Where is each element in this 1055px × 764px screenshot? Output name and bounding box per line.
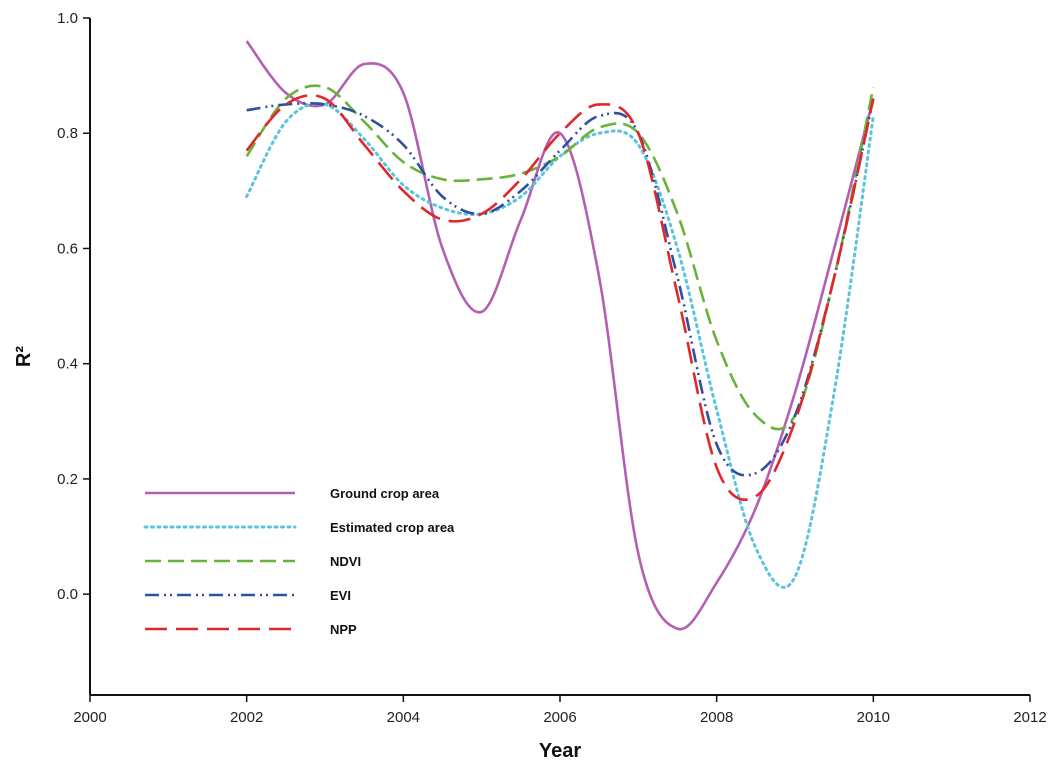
x-tick-label: 2004 bbox=[387, 709, 420, 726]
legend-item: Estimated crop area bbox=[143, 520, 455, 535]
x-axis-title: Year bbox=[539, 740, 581, 762]
legend-item: EVI bbox=[145, 588, 351, 603]
x-tick-label: 2008 bbox=[700, 709, 733, 726]
x-tick-label: 2000 bbox=[73, 709, 106, 726]
legend: Ground crop area Estimated crop area NDVI E… bbox=[143, 486, 455, 637]
series-line-evi bbox=[246, 98, 875, 477]
x-tick-label: 2002 bbox=[230, 709, 263, 726]
x-tick-label: 2006 bbox=[543, 709, 576, 726]
legend-label: Ground crop area bbox=[330, 486, 440, 501]
y-tick-label: 0.4 bbox=[57, 356, 78, 373]
legend-label: NDVI bbox=[330, 554, 361, 569]
y-axis-title: R² bbox=[13, 346, 35, 367]
y-tick-label: 0.8 bbox=[57, 125, 78, 142]
y-ticks: 0.0 0.2 0.4 0.6 0.8 1.0 bbox=[57, 10, 90, 603]
x-tick-label: 2010 bbox=[857, 709, 890, 726]
y-tick-label: 0.0 bbox=[57, 586, 78, 603]
legend-label: EVI bbox=[330, 588, 351, 603]
legend-item: Ground crop area bbox=[145, 486, 440, 501]
x-ticks: 2000 2002 2004 2006 2008 2010 2012 bbox=[73, 695, 1047, 726]
x-tick-label: 2012 bbox=[1013, 709, 1046, 726]
y-tick-label: 0.2 bbox=[57, 471, 78, 488]
series-line-ndvi bbox=[245, 84, 875, 431]
series-line-estimated-crop-area bbox=[245, 102, 875, 589]
y-tick-label: 0.6 bbox=[57, 240, 78, 257]
axes bbox=[89, 18, 1030, 696]
legend-item: NPP bbox=[145, 622, 357, 637]
legend-label: Estimated crop area bbox=[330, 520, 455, 535]
y-tick-label: 1.0 bbox=[57, 10, 78, 27]
legend-label: NPP bbox=[330, 622, 357, 637]
series-line-ground-crop-area bbox=[245, 40, 875, 631]
series-layer bbox=[245, 40, 875, 631]
series-line-npp bbox=[245, 93, 875, 501]
legend-item: NDVI bbox=[145, 554, 361, 569]
